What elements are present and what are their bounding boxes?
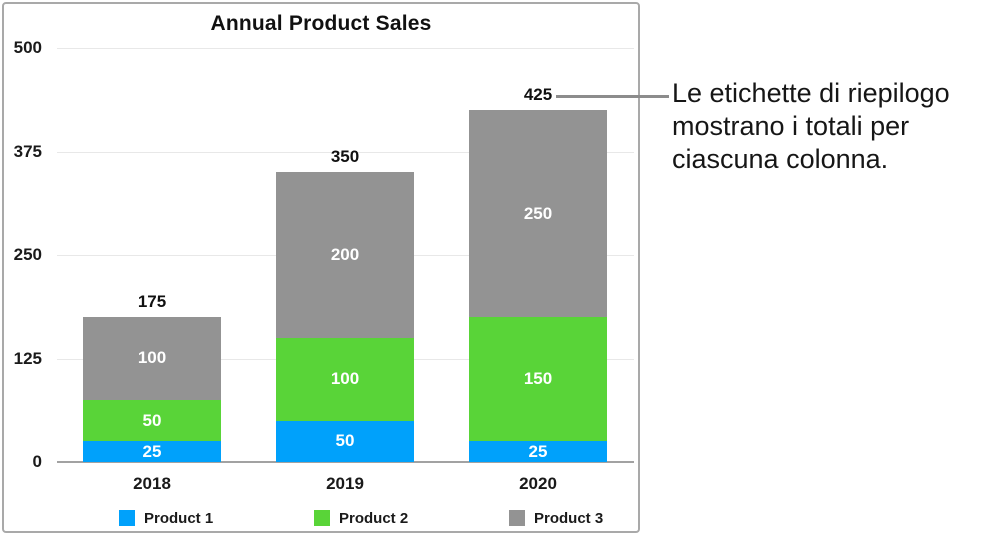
legend-swatch-product-1 xyxy=(119,510,135,526)
bar-segment: 25 xyxy=(83,441,221,462)
bar-segment: 200 xyxy=(276,172,414,338)
legend-label: Product 1 xyxy=(144,509,214,527)
x-axis-line xyxy=(57,461,634,463)
bar-segment-value-label: 50 xyxy=(142,410,162,430)
x-tick-label: 2018 xyxy=(133,474,171,493)
y-tick-label: 0 xyxy=(32,452,42,471)
bar-segment-value-label: 200 xyxy=(330,244,360,264)
legend-label: Product 2 xyxy=(339,509,409,527)
grid-line xyxy=(57,151,634,153)
bar-segment-value-label: 100 xyxy=(137,348,167,368)
callout-annotation: Le etichette di riepilogo mostrano i tot… xyxy=(672,78,950,174)
bar-segment: 100 xyxy=(83,317,221,400)
legend-label: Product 3 xyxy=(534,509,604,527)
bar-segment: 250 xyxy=(469,110,607,318)
bar-segment: 100 xyxy=(276,337,414,421)
legend-swatch-product-2 xyxy=(314,510,330,526)
legend-swatch-product-3 xyxy=(509,510,525,526)
callout-connector-line xyxy=(556,95,669,98)
y-tick-label: 375 xyxy=(13,141,42,161)
grid-line xyxy=(57,48,634,49)
bar-segment-value-label: 50 xyxy=(335,431,355,451)
legend-item-product-1: Product 1 xyxy=(119,508,213,528)
legend-item-product-3: Product 3 xyxy=(509,508,603,528)
y-tick-label: 250 xyxy=(13,245,42,264)
bar-segment: 25 xyxy=(469,441,607,462)
y-tick-label: 125 xyxy=(13,348,42,368)
bar-segment-value-label: 25 xyxy=(142,441,162,461)
x-tick-label: 2020 xyxy=(519,474,557,493)
bar-segment-value-label: 250 xyxy=(523,203,553,223)
bar-segment-value-label: 25 xyxy=(528,441,548,461)
bar-total-label: 350 xyxy=(330,147,360,167)
chart-panel: Annual Product Sales 0 125 250 375 500 25 50 10… xyxy=(2,2,640,533)
bar-segment-value-label: 150 xyxy=(523,369,553,389)
bar-segment: 50 xyxy=(83,399,221,442)
bar-segment-value-label: 100 xyxy=(330,369,360,389)
legend-item-product-2: Product 2 xyxy=(314,508,408,528)
x-tick-label: 2019 xyxy=(326,474,364,493)
y-tick-label: 500 xyxy=(13,38,42,57)
bar-segment: 50 xyxy=(276,420,414,462)
bar-total-label: 425 xyxy=(523,85,553,105)
bar-total-label: 175 xyxy=(137,292,167,312)
chart-title: Annual Product Sales xyxy=(210,12,432,35)
bar-segment: 150 xyxy=(469,317,607,442)
